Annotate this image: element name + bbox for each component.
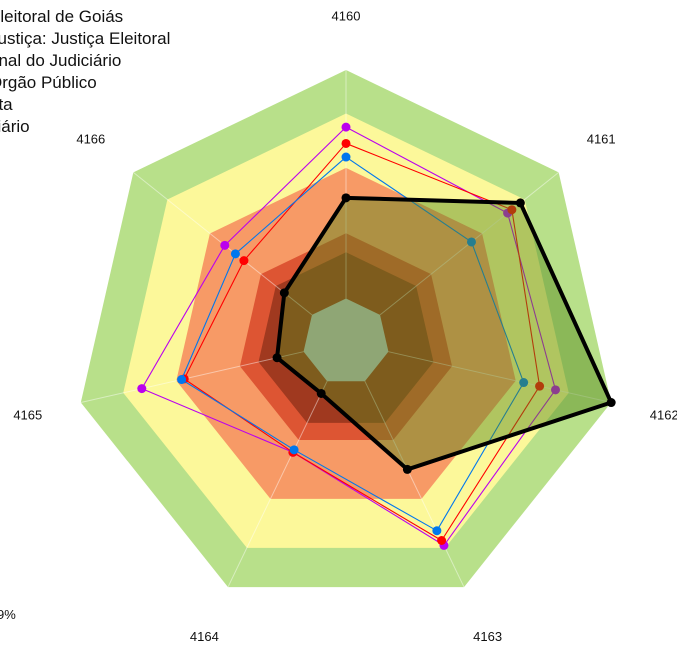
data-point xyxy=(432,526,442,536)
series-line xyxy=(183,142,541,542)
data-point xyxy=(402,464,412,474)
data-point xyxy=(272,353,282,363)
data-point xyxy=(220,240,230,250)
footnote: 9% xyxy=(0,607,16,622)
data-point xyxy=(289,445,299,455)
data-point xyxy=(606,398,616,408)
data-point xyxy=(519,378,529,388)
legend-line: eta xyxy=(0,95,13,114)
data-point xyxy=(535,381,545,391)
legend-line: Eleitoral de Goiás xyxy=(0,7,124,26)
data-point xyxy=(515,198,525,208)
legend-line: unal do Judiciário xyxy=(0,51,122,70)
axis-labels: 4160 4161 4162 4163 4164 4165 4166 xyxy=(13,9,677,644)
data-point xyxy=(279,288,289,298)
axis-label: 4160 xyxy=(332,9,361,24)
data-point xyxy=(177,375,187,385)
series-line xyxy=(141,126,557,546)
axis-label: 4162 xyxy=(650,408,677,423)
data-point xyxy=(341,193,351,203)
legend-line: Órgão Público xyxy=(0,73,97,92)
series-line xyxy=(275,195,614,472)
axis-label: 4165 xyxy=(13,408,42,423)
data-point xyxy=(137,384,147,394)
data-point xyxy=(316,388,326,398)
data-point xyxy=(550,385,560,395)
data-point xyxy=(230,249,240,259)
data-point xyxy=(341,122,351,132)
axis-label: 4161 xyxy=(587,131,616,146)
axis-spoke xyxy=(388,351,612,404)
legend-line: ciário xyxy=(0,117,30,136)
axis-label: 4163 xyxy=(473,629,502,644)
legend-line: Justiça: Justiça Eleitoral xyxy=(0,29,171,48)
axis-spoke xyxy=(364,380,465,588)
data-point xyxy=(341,138,351,148)
series-layer xyxy=(137,122,616,550)
band-ring xyxy=(303,298,389,382)
axis-label: 4166 xyxy=(76,131,105,146)
axis-spoke xyxy=(227,380,328,588)
axis-label: 4164 xyxy=(190,629,219,644)
series xyxy=(272,193,616,474)
data-point xyxy=(239,256,249,266)
series xyxy=(177,152,529,536)
legend: Eleitoral de Goiás Justiça: Justiça Elei… xyxy=(0,6,170,138)
data-point xyxy=(507,205,517,215)
axis-spoke xyxy=(80,351,304,404)
series-line xyxy=(181,156,525,532)
performance-bands xyxy=(80,70,612,588)
data-point xyxy=(466,237,476,247)
data-point xyxy=(437,536,447,546)
data-point xyxy=(341,152,351,162)
